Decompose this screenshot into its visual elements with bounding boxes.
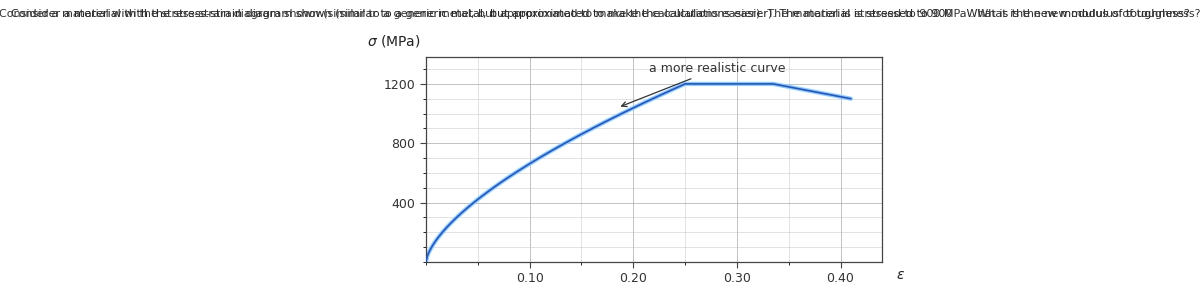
- Text: Consider a material with the stress-strain diagram shown (similar to a generic m: Consider a material with the stress-stra…: [0, 9, 1200, 19]
- Text: $\sigma$ (MPa): $\sigma$ (MPa): [367, 33, 420, 49]
- Text: $\varepsilon$: $\varepsilon$: [895, 268, 905, 282]
- Text: Consider a material with the stress-strain diagram shown (similar to a generic m: Consider a material with the stress-stra…: [11, 9, 1189, 19]
- Text: Consider a material with the stress-strain diagram shown (similar to a generic m: Consider a material with the stress-stra…: [0, 9, 1200, 19]
- Text: a more realistic curve: a more realistic curve: [622, 62, 785, 107]
